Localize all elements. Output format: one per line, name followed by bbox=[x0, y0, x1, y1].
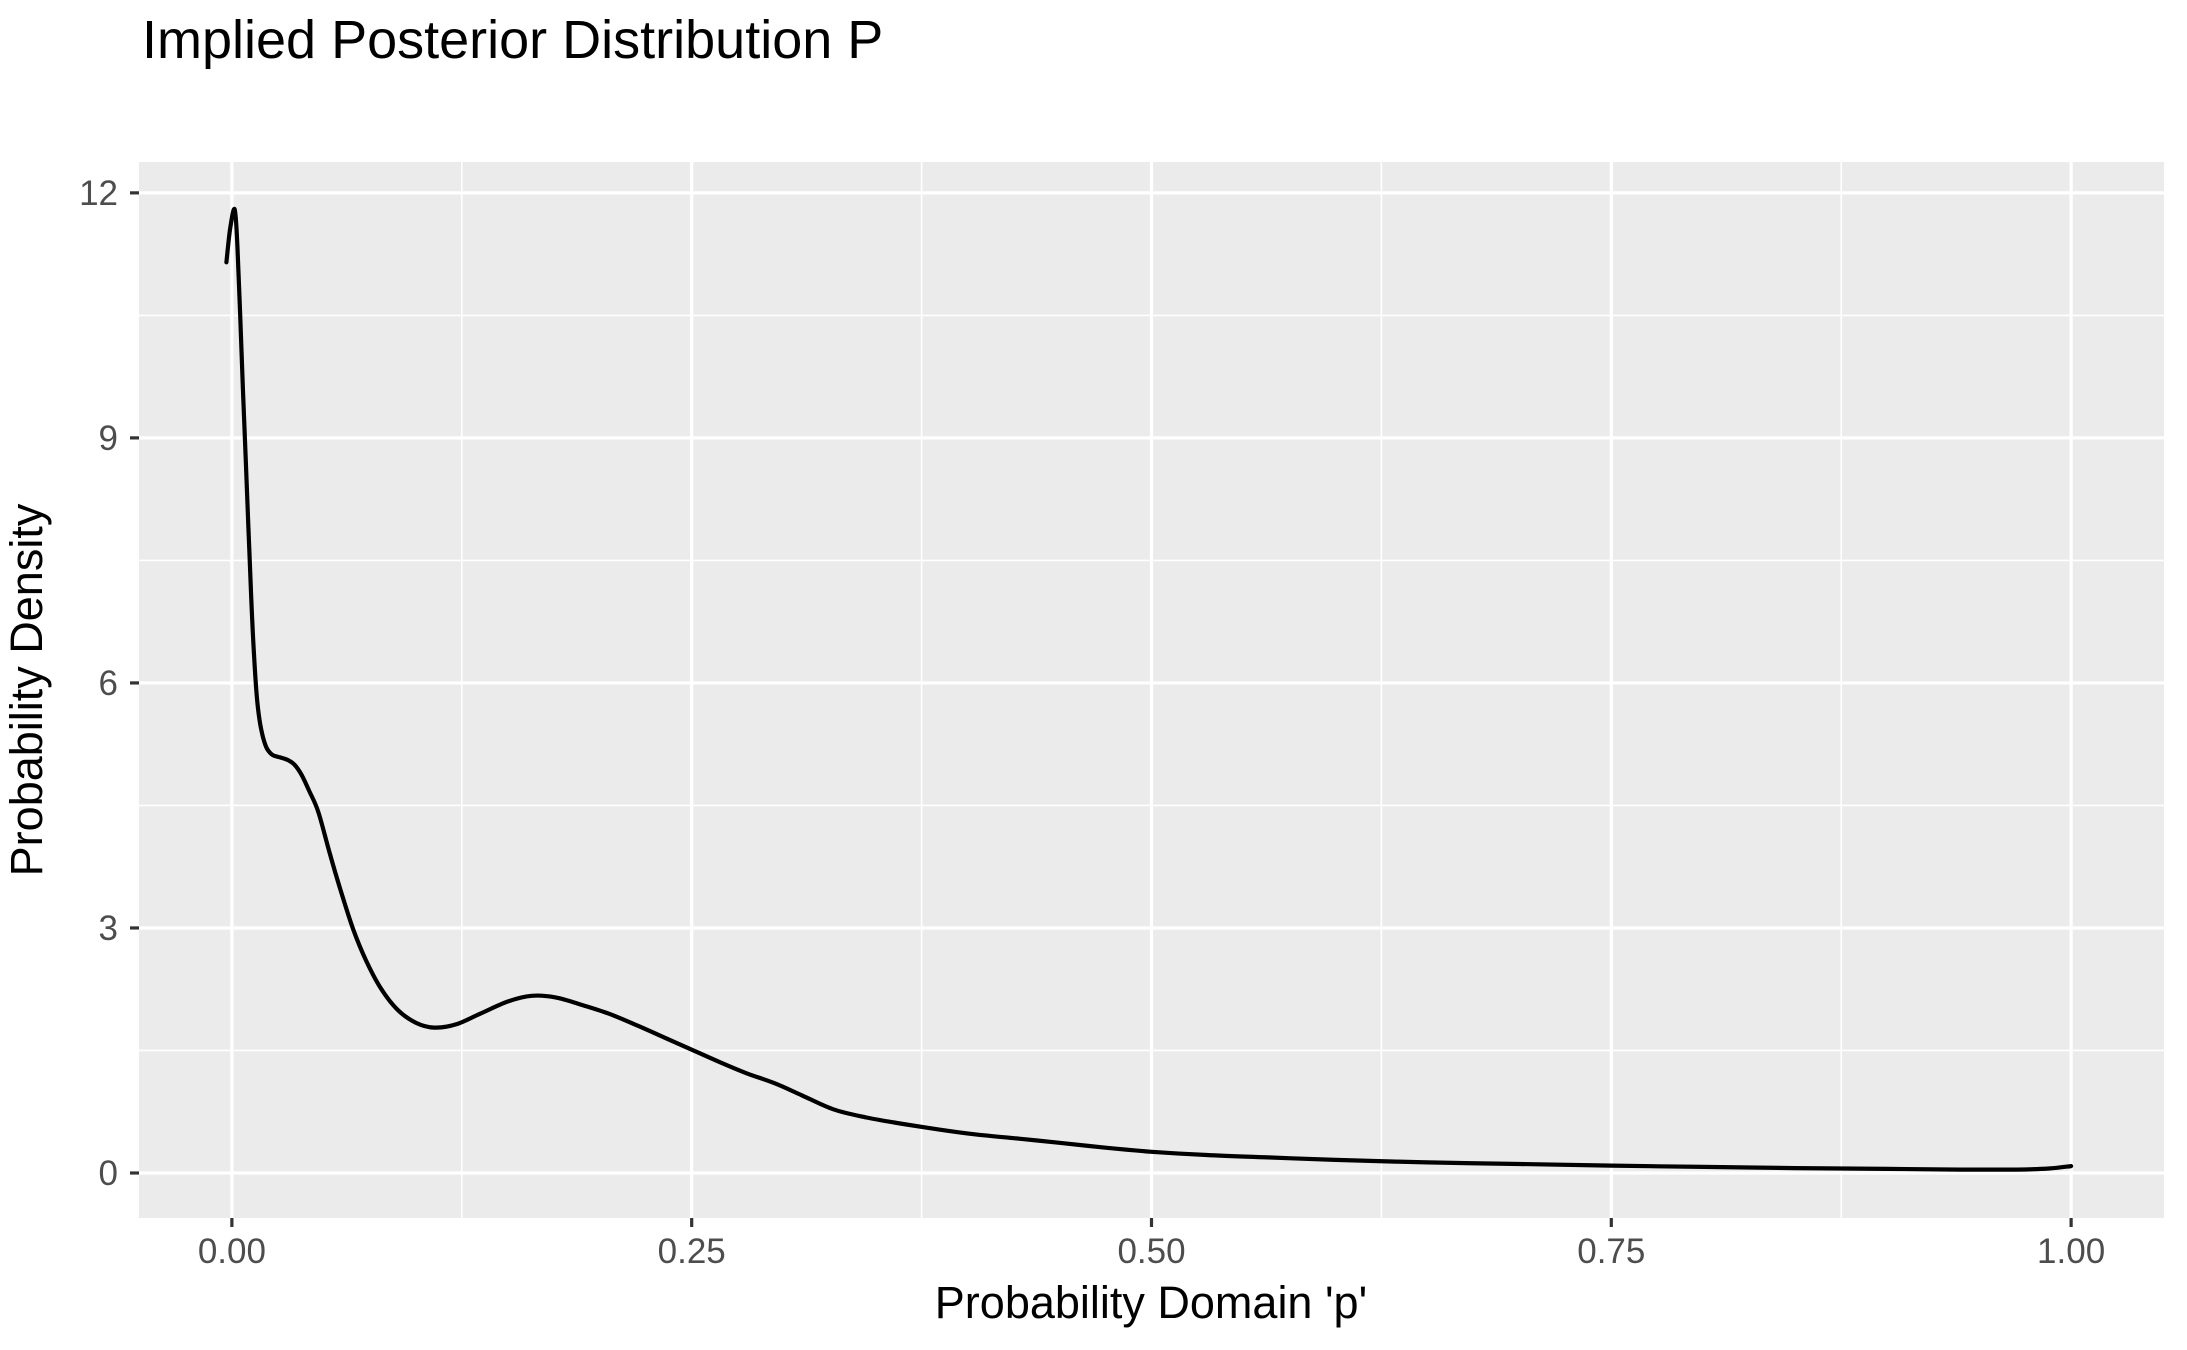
x-axis-title: Probability Domain 'p' bbox=[935, 1277, 1367, 1328]
x-tick-label: 0.50 bbox=[1117, 1232, 1185, 1271]
x-tick-label: 1.00 bbox=[2037, 1232, 2105, 1271]
y-tick-label: 9 bbox=[99, 419, 118, 458]
axis-tick-labels: 0.00 0.25 0.50 0.75 1.00 0 3 6 9 12 bbox=[79, 174, 2105, 1271]
y-tick-label: 12 bbox=[79, 174, 118, 213]
x-tick-label: 0.25 bbox=[658, 1232, 726, 1271]
posterior-density-curve bbox=[224, 206, 2074, 1172]
x-tick-label: 0.00 bbox=[198, 1232, 266, 1271]
plot-title: Implied Posterior Distribution P bbox=[142, 10, 883, 70]
y-tick-label: 6 bbox=[99, 664, 118, 703]
y-tick-label: 3 bbox=[99, 909, 118, 948]
y-tick-label: 0 bbox=[99, 1154, 118, 1193]
y-axis-title: Probability Density bbox=[1, 503, 52, 876]
density-curve-group bbox=[224, 206, 2074, 1172]
major-gridlines bbox=[139, 162, 2164, 1218]
x-tick-label: 0.75 bbox=[1577, 1232, 1645, 1271]
axis-tick-marks bbox=[130, 191, 2073, 1227]
